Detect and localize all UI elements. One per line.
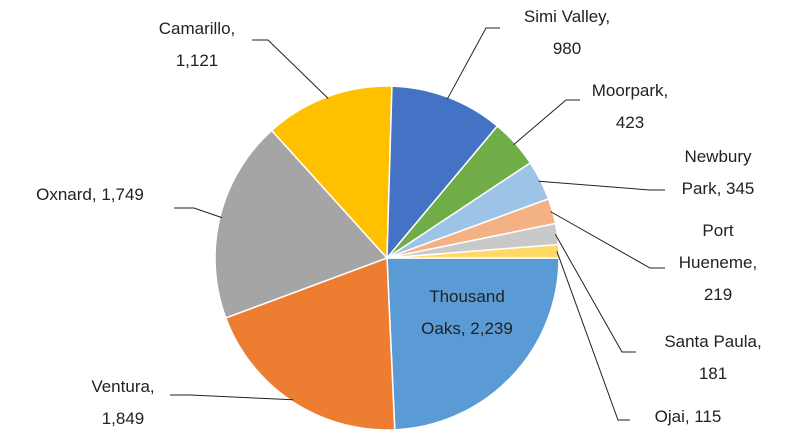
data-label: Thousand Oaks, 2,239 — [421, 287, 513, 338]
data-label: Moorpark, 423 — [592, 81, 669, 132]
leader-line — [538, 180, 665, 191]
leader-line — [550, 211, 665, 269]
leader-line — [554, 234, 636, 353]
leader-line — [174, 207, 223, 219]
data-label: Port Hueneme, 219 — [679, 221, 757, 304]
data-label: Newbury Park, 345 — [682, 147, 755, 198]
leader-line — [513, 99, 580, 145]
data-label: Simi Valley, 980 — [524, 7, 610, 58]
leader-line — [170, 394, 294, 401]
data-label: Ojai, 115 — [655, 407, 722, 426]
pie-slice — [224, 256, 396, 431]
data-label: Camarillo, 1,121 — [159, 19, 236, 70]
data-label: Santa Paula, 181 — [664, 332, 761, 383]
leader-line — [556, 251, 630, 421]
pie-slice — [386, 257, 560, 431]
leader-line — [446, 27, 500, 100]
pie-slice — [270, 85, 393, 260]
data-label: Ventura, 1,849 — [91, 377, 154, 428]
data-label: Oxnard, 1,749 — [36, 185, 144, 204]
leader-line — [252, 39, 329, 99]
